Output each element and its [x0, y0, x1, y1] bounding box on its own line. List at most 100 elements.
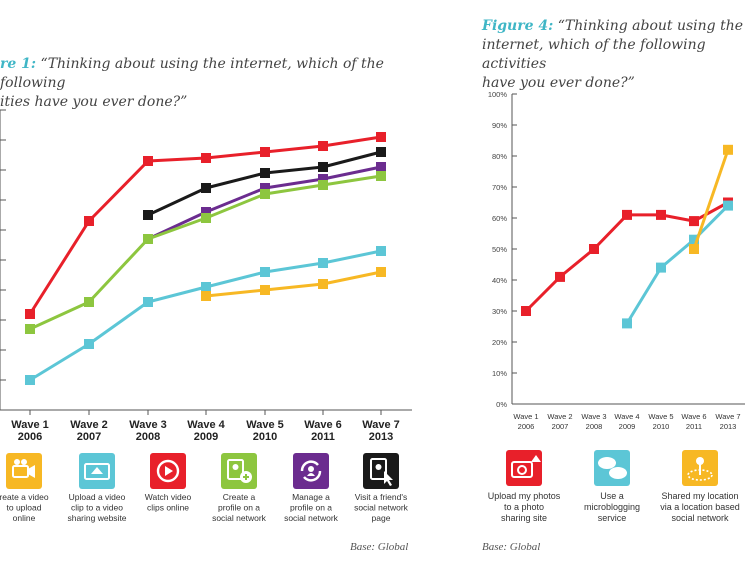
- figure4-x-tick-label: Wave 6: [681, 412, 706, 421]
- camera-lens: [28, 465, 35, 478]
- figure4-y-tick-label: 60%: [492, 214, 507, 223]
- figure1-series-point-0: [376, 132, 386, 142]
- figure1-legend-label: Manage a: [292, 492, 330, 502]
- page-frame: [370, 458, 387, 480]
- figure1-series-point-0: [143, 156, 153, 166]
- figure1-legend-manage-profile-icon: [293, 453, 329, 489]
- speech-bubble: [609, 467, 627, 479]
- figure1-series-line-3: [29, 174, 382, 331]
- figure1-series-point-1: [260, 168, 270, 178]
- figure1-series-point-4: [318, 258, 328, 268]
- figure1-series-point-3: [260, 189, 270, 199]
- figure4-legend-microblog-icon: [594, 450, 630, 486]
- figure1-legend-label: sharing website: [67, 513, 126, 523]
- figure1-series-point-5: [318, 279, 328, 289]
- screen-frame: [84, 463, 110, 480]
- figure1-x-tick-label: Wave 3: [129, 419, 167, 431]
- figure1-legend-label: page: [372, 513, 391, 523]
- figure4-series-point-2: [723, 144, 733, 155]
- plus-sign: [243, 474, 249, 480]
- figure1-series-line-5: [205, 270, 382, 298]
- figure4-y-tick-label: 20%: [492, 338, 507, 347]
- cycle-arrow: [303, 470, 322, 482]
- figure1-series-point-2: [201, 207, 211, 217]
- figure1-legend-label: Create a: [223, 492, 256, 502]
- figure1-x-tick-label: 2011: [311, 431, 335, 443]
- figure1-series-point-0: [318, 141, 328, 151]
- figure1-x-tick-label: 2013: [369, 431, 393, 443]
- figure4-y-tick-label: 10%: [492, 369, 507, 378]
- figure1-legend-label: to upload: [7, 503, 42, 513]
- figure1-series-point-1: [201, 183, 211, 193]
- figure4-x-tick-label: 2007: [552, 422, 569, 431]
- figure4-x-tick-label: Wave 5: [648, 412, 673, 421]
- figure1-series-point-0: [201, 153, 211, 163]
- figure1-series-point-0: [84, 216, 94, 226]
- figure4-y-tick-label: 30%: [492, 307, 507, 316]
- figure1-legend-video-upload-icon: [79, 453, 115, 489]
- figure4-title-line1: “Thinking about using the: [557, 18, 744, 34]
- figure4-x-tick-label: 2011: [686, 422, 702, 431]
- camera-body: [511, 461, 533, 478]
- figure1-series-point-1: [143, 210, 153, 220]
- figure4-x-tick-label: 2013: [720, 422, 737, 431]
- figure4-label: Figure 4:: [482, 18, 554, 34]
- figure1-series-point-2: [260, 183, 270, 193]
- figure4-x-tick-label: Wave 3: [581, 412, 606, 421]
- figure4-series-point-0: [622, 209, 632, 220]
- figure4-legend-label: microblogging: [584, 502, 640, 512]
- figure1-series-point-3: [201, 213, 211, 223]
- figure1-x-tick-label: Wave 6: [304, 419, 342, 431]
- figure1-legend-label: Upload a video: [69, 492, 126, 502]
- figure4-series-line-1: [625, 204, 730, 325]
- figure1-legend-label: reate a video: [0, 492, 49, 502]
- figure1-legend-visit-page-icon: [363, 453, 399, 489]
- figure4-series-line-2: [692, 149, 730, 250]
- icon-tile: [6, 453, 42, 489]
- figure1-x-tick-label: Wave 2: [70, 419, 108, 431]
- figure1-series-point-3: [84, 297, 94, 307]
- person-head: [308, 466, 314, 472]
- figure1-series-point-3: [25, 324, 35, 334]
- figure1-legend-label: online: [13, 513, 36, 523]
- figure1-series-point-4: [84, 339, 94, 349]
- figure1-series-point-1: [376, 147, 386, 157]
- figure1-title-line2: ities have you ever done?”: [0, 94, 188, 110]
- figure4-series-point-0: [689, 216, 699, 227]
- figure4-legend-label: service: [598, 513, 627, 523]
- cursor-pointer: [384, 471, 393, 486]
- play-triangle: [165, 466, 173, 476]
- figure4-legend-label: via a location based: [660, 502, 740, 512]
- figure1-series-point-1: [318, 162, 328, 172]
- figure4-legend-label: to a photo: [504, 502, 544, 512]
- figure4-legend-location-icon: [682, 450, 718, 486]
- figure4-series-point-2: [689, 244, 699, 254]
- camera-lens: [517, 465, 527, 475]
- figure4-title: Figure 4: “Thinking about using the inte…: [482, 17, 750, 93]
- figure4-y-tick-label: 70%: [492, 183, 507, 192]
- figure4-x-tick-label: Wave 7: [715, 412, 740, 421]
- figure1-x-tick-label: Wave 4: [187, 419, 225, 431]
- camera-reel: [14, 459, 20, 465]
- figure1-series-point-2: [376, 162, 386, 172]
- figure4-y-tick-label: 50%: [492, 245, 507, 254]
- figure1-legend-label: clip to a video: [71, 503, 123, 513]
- play-ring: [156, 459, 180, 483]
- icon-tile: [594, 450, 630, 486]
- cycle-arrow: [300, 460, 319, 472]
- figure4-series-point-1: [656, 262, 666, 273]
- figure1-base-note: Base: Global: [350, 541, 409, 553]
- figure1-series-point-3: [318, 180, 328, 190]
- figure4-x-tick-label: 2009: [619, 422, 636, 431]
- figure1-series-point-5: [201, 291, 211, 301]
- figure1-legend-label: clips online: [147, 503, 189, 513]
- figure4-y-tick-label: 0%: [496, 400, 507, 409]
- figure1-legend-label: Watch video: [145, 492, 192, 502]
- figure1-series-point-5: [260, 285, 270, 295]
- figure4-title-line2: internet, which of the following activit…: [482, 37, 706, 72]
- figure1-x-tick-label: 2007: [77, 431, 101, 443]
- figure1-legend-label: social network: [212, 513, 267, 523]
- figure4-series-point-0: [521, 306, 531, 316]
- figure4-series-point-0: [555, 271, 565, 282]
